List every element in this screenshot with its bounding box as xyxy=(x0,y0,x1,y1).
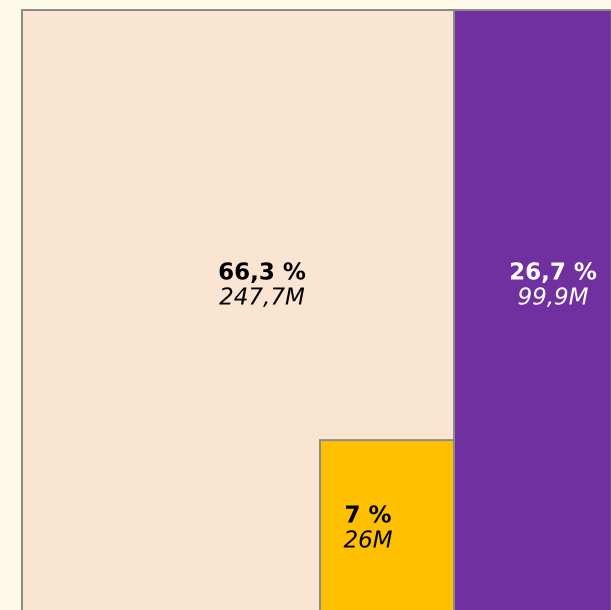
treemap-cell xyxy=(319,439,455,610)
percentage-label: 26,7 % xyxy=(509,260,597,286)
value-label: 247,7M xyxy=(219,285,305,311)
treemap-cell xyxy=(453,9,611,610)
percentage-label: 7 % xyxy=(344,503,391,529)
value-label: 99,9M xyxy=(517,285,588,311)
value-label: 26M xyxy=(343,528,392,554)
percentage-label: 66,3 % xyxy=(218,260,306,286)
